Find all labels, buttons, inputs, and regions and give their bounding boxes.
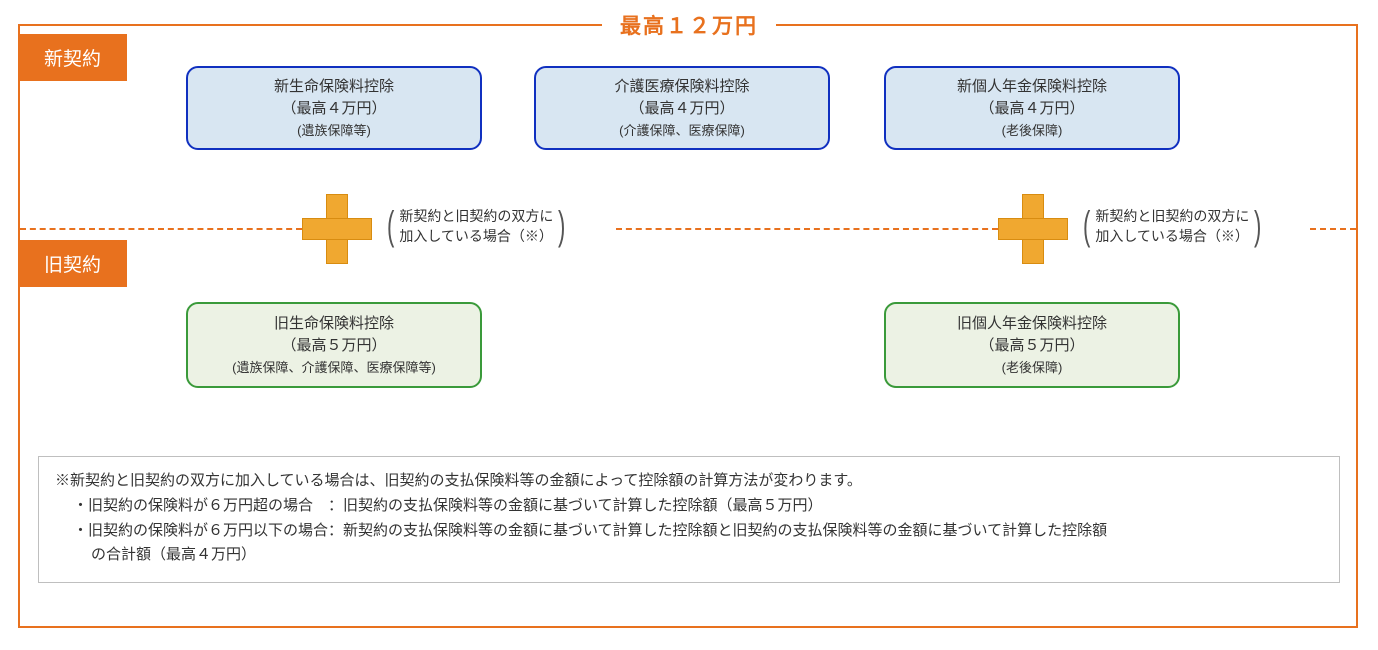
box-new-life-note: (遺族保障等) <box>196 121 472 141</box>
box-old-life-title: 旧生命保険料控除 <box>196 313 472 336</box>
footnote-line-1: ※新契約と旧契約の双方に加入している場合は、旧契約の支払保険料等の金額によって控… <box>55 469 1323 494</box>
tab-new-contract: 新契約 <box>18 34 127 81</box>
footnote-box: ※新契約と旧契約の双方に加入している場合は、旧契約の支払保険料等の金額によって控… <box>38 456 1340 583</box>
box-new-life-max: （最高４万円） <box>196 98 472 121</box>
tab-old-label: 旧契約 <box>44 250 101 277</box>
plus-icon <box>302 194 370 262</box>
divider-dashed <box>1310 228 1356 230</box>
brace-note-left: ( 新契約と旧契約の双方に 加入している場合（※） ) <box>384 206 569 247</box>
box-new-life: 新生命保険料控除 （最高４万円） (遺族保障等) <box>186 66 482 150</box>
box-old-pension-note: (老後保障) <box>894 358 1170 378</box>
brace-note-text: 新契約と旧契約の双方に 加入している場合（※） <box>1095 206 1249 247</box>
box-old-pension-title: 旧個人年金保険料控除 <box>894 313 1170 336</box>
footnote-line-2: ・旧契約の保険料が６万円超の場合 ：旧契約の支払保険料等の金額に基づいて計算した… <box>55 494 1323 519</box>
box-new-pension: 新個人年金保険料控除 （最高４万円） (老後保障) <box>884 66 1180 150</box>
box-old-pension: 旧個人年金保険料控除 （最高５万円） (老後保障) <box>884 302 1180 388</box>
box-new-care-note: (介護保障、医療保障) <box>544 121 820 141</box>
box-old-life: 旧生命保険料控除 （最高５万円） (遺族保障、介護保障、医療保障等) <box>186 302 482 388</box>
tab-new-label: 新契約 <box>44 44 101 71</box>
brace-right-icon: ) <box>558 206 565 246</box>
box-new-pension-max: （最高４万円） <box>894 98 1170 121</box>
divider-dashed <box>616 228 998 230</box>
brace-note-text: 新契約と旧契約の双方に 加入している場合（※） <box>399 206 553 247</box>
box-new-care-max: （最高４万円） <box>544 98 820 121</box>
box-new-pension-note: (老後保障) <box>894 121 1170 141</box>
box-new-care: 介護医療保険料控除 （最高４万円） (介護保障、医療保障) <box>534 66 830 150</box>
box-old-pension-max: （最高５万円） <box>894 335 1170 358</box>
box-old-life-max: （最高５万円） <box>196 335 472 358</box>
frame-title: 最高１２万円 <box>602 10 776 40</box>
divider-dashed <box>20 228 302 230</box>
box-new-care-title: 介護医療保険料控除 <box>544 76 820 99</box>
box-old-life-note: (遺族保障、介護保障、医療保障等) <box>196 358 472 378</box>
tab-old-contract: 旧契約 <box>18 240 127 287</box>
box-new-life-title: 新生命保険料控除 <box>196 76 472 99</box>
brace-note-right: ( 新契約と旧契約の双方に 加入している場合（※） ) <box>1080 206 1265 247</box>
brace-left-icon: ( <box>1083 206 1090 246</box>
box-new-pension-title: 新個人年金保険料控除 <box>894 76 1170 99</box>
brace-right-icon: ) <box>1254 206 1261 246</box>
plus-icon <box>998 194 1066 262</box>
footnote-line-4: の合計額（最高４万円） <box>55 543 1323 568</box>
footnote-line-3: ・旧契約の保険料が６万円以下の場合：新契約の支払保険料等の金額に基づいて計算した… <box>55 519 1323 544</box>
brace-left-icon: ( <box>387 206 394 246</box>
